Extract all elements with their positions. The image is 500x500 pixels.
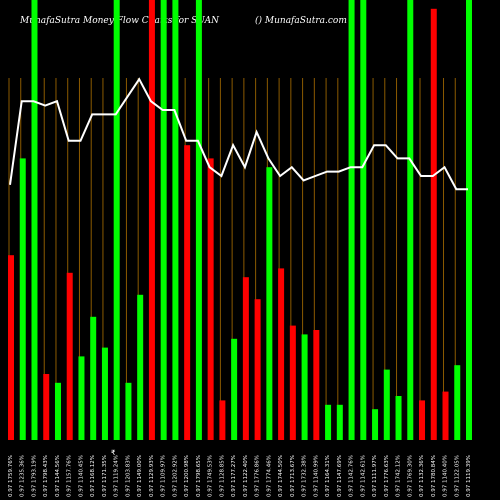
x-tick-label: 0.97 1144.56% [55, 455, 61, 497]
x-tick-label: 0.97 1776.63% [384, 455, 390, 497]
x-tick-label: 0.97 1109.97% [161, 455, 167, 497]
money-flow-bar [54, 382, 61, 440]
x-tick-label: 0.97 1129.93% [149, 455, 155, 497]
money-flow-bar [419, 400, 426, 440]
x-tick-label: 0.97 1713.67% [290, 455, 296, 497]
money-flow-bar [313, 330, 320, 440]
x-tick-label: 0.97 1132.36% [419, 455, 425, 497]
money-flow-bar [348, 0, 355, 440]
x-tick-label: 0.97 1769.30% [407, 455, 413, 497]
x-tick-label: 0.97 1149.00% [137, 455, 143, 497]
money-flow-bar [383, 369, 390, 440]
x-tick-label: 0.97 1202.92% [172, 455, 178, 497]
money-flow-bar [172, 0, 179, 440]
money-flow-bar [231, 338, 238, 440]
x-tick-label: 0.97 1157.76% [67, 455, 73, 497]
money-flow-bar [325, 404, 332, 440]
money-flow-bar [430, 8, 437, 441]
x-tick-label: 0.97 1122.40% [243, 455, 249, 497]
money-flow-bar [454, 365, 461, 440]
x-tick-label: 0.97 1732.38% [302, 455, 308, 497]
money-flow-bar [31, 0, 38, 440]
x-tick-label: 0.97 1142.61% [360, 455, 366, 497]
money-flow-bar [184, 145, 191, 440]
money-flow-bar [466, 0, 472, 440]
x-tick-label: 0.97 1235.36% [20, 455, 26, 497]
money-flow-bar [43, 374, 50, 440]
money-flow-bar [125, 382, 132, 440]
money-flow-bar [289, 325, 296, 440]
money-flow-bar [101, 347, 108, 440]
x-tick-label: 0.97 1142.76% [349, 455, 355, 497]
x-tick-label: 0.97 1798.43% [43, 455, 49, 497]
money-flow-bar [207, 158, 214, 440]
money-flow-bar [266, 167, 273, 440]
money-flow-bar [395, 396, 402, 440]
x-tick-label: 0.97 1774.46% [266, 455, 272, 497]
x-tick-label: 0.97 1171.35% [102, 455, 108, 497]
x-tick-label: 0.97 1177.27% [231, 455, 237, 497]
money-flow-bar [78, 356, 85, 440]
money-flow-bar [278, 268, 285, 440]
money-flow-bar [372, 409, 379, 440]
money-flow-bar [195, 0, 202, 440]
x-tick-label: 0.97 1749.53% [208, 455, 214, 497]
money-flow-bar [301, 334, 308, 440]
money-flow-bar [19, 158, 26, 440]
money-flow-bar [148, 0, 155, 440]
money-flow-bar [66, 272, 73, 440]
money-flow-bar [254, 299, 261, 440]
money-flow-bar [242, 277, 249, 440]
x-tick-label: 0.97 1780.84% [431, 455, 437, 497]
x-tick-label: 0.97 1128.85% [219, 455, 225, 497]
money-flow-bar [360, 0, 367, 440]
money-flow-bar [8, 255, 14, 440]
money-flow-bar [137, 294, 144, 440]
money-flow-bar [113, 0, 120, 440]
money-flow-bar [90, 316, 97, 440]
chart-credit: () MunafaSutra.com [255, 16, 347, 26]
money-flow-bar [160, 0, 167, 440]
x-tick-label: 0.97 1759.76% [8, 455, 14, 497]
money-flow-bar [219, 400, 226, 440]
x-tick-label: 0.97 1111.97% [372, 455, 378, 497]
x-tick-label: 0.97 1140.99% [313, 455, 319, 497]
currency-symbol: ₹ [111, 449, 116, 457]
x-tick-label: 0.97 1168.12% [90, 455, 96, 497]
money-flow-bar [336, 404, 343, 440]
price-line [9, 77, 468, 191]
x-tick-label: 0.97 1140.45% [79, 455, 85, 497]
money-flow-bar [442, 391, 449, 440]
x-tick-label: 0.97 1793.19% [32, 455, 38, 497]
x-tick-label: 0.97 1119.24% [114, 455, 120, 497]
x-tick-label: 0.97 1798.65% [196, 455, 202, 497]
x-tick-label: 0.97 1744.50% [278, 455, 284, 497]
x-tick-label: 0.97 1742.12% [396, 455, 402, 497]
x-tick-label: 0.97 1203.83% [125, 455, 131, 497]
x-tick-label: 0.97 1776.86% [255, 455, 261, 497]
x-tick-label: 0.97 1140.40% [443, 455, 449, 497]
x-tick-label: 0.97 1119.39% [466, 455, 472, 497]
x-tick-label: 0.97 1200.98% [184, 455, 190, 497]
money-flow-bar [407, 0, 414, 440]
x-tick-label: 0.97 1164.31% [325, 455, 331, 497]
x-tick-label: 0.97 1147.69% [337, 455, 343, 497]
x-tick-label: 0.97 1122.05% [454, 455, 460, 497]
